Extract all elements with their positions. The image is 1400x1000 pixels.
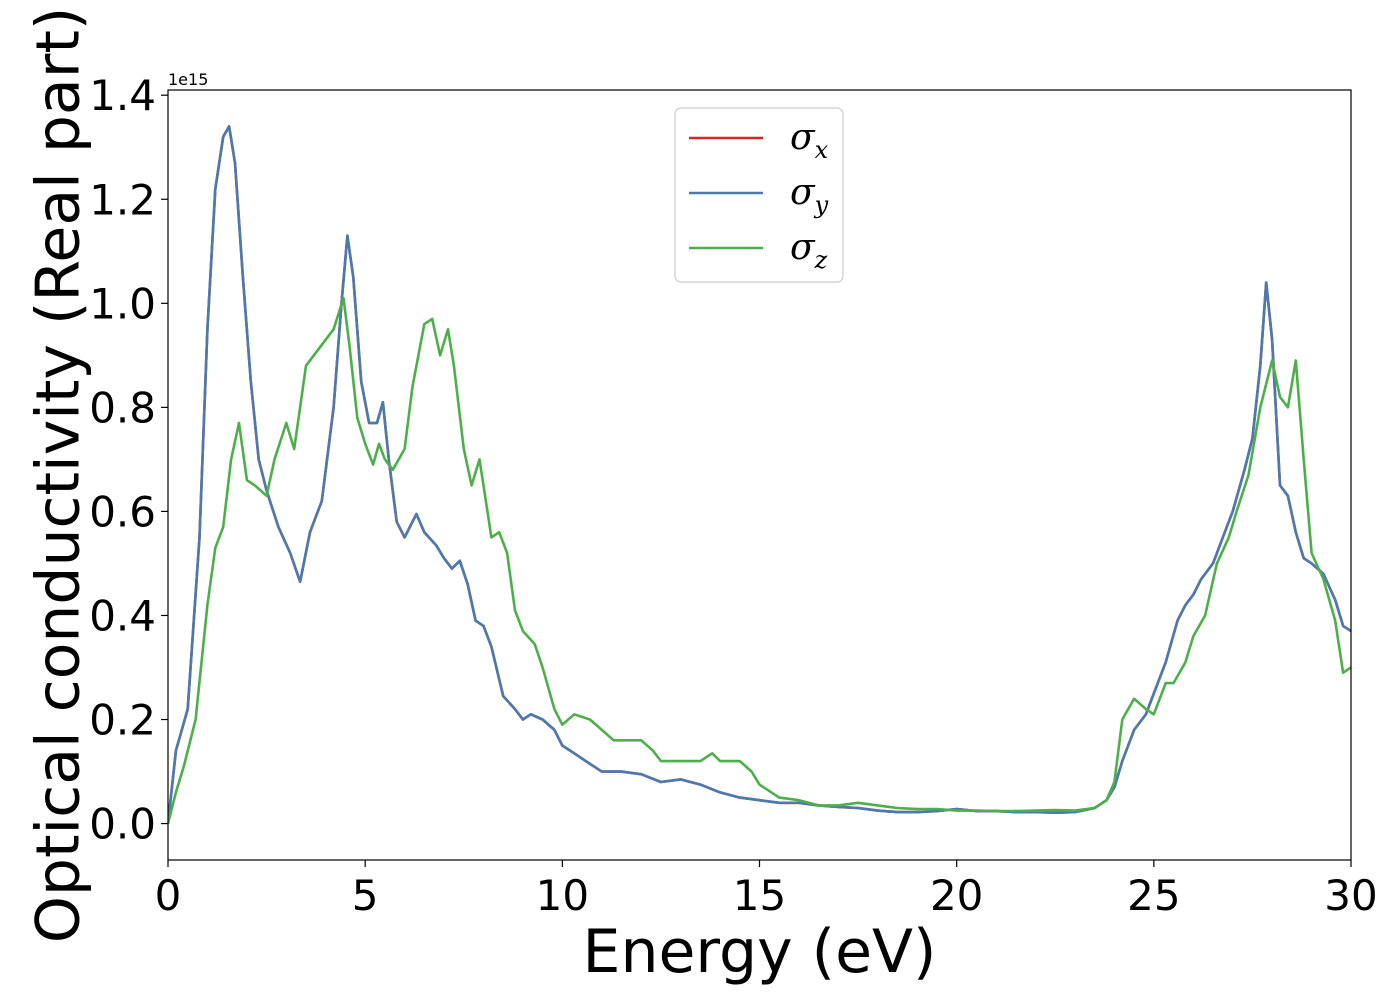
series-layer [168,125,1351,824]
legend-label-z: σz [790,227,828,274]
x-axis-label: Energy (eV) [583,917,937,987]
y-axis-label: Optical conductivity (Real part) [24,7,94,944]
y-tick-label: 1.2 [89,175,156,224]
x-tick-label: 25 [1127,871,1180,920]
y-offset-label: 1e15 [168,70,208,89]
x-tick-label: 20 [930,871,983,920]
x-tick-label: 0 [155,871,182,920]
legend: σx σy σz [674,107,844,283]
legend-box [674,107,844,283]
x-tick-label: 30 [1324,871,1377,920]
x-axis-ticks: 0 5 10 15 20 25 30 [155,860,1378,920]
y-tick-label: 0.4 [89,591,156,640]
x-tick-label: 15 [733,871,786,920]
y-tick-label: 1.4 [89,71,156,120]
series-line-y [168,125,1351,824]
x-tick-label: 5 [352,871,379,920]
series-line-z [168,296,1351,824]
legend-label-y: σy [790,172,829,219]
y-tick-label: 0.6 [89,487,156,536]
y-tick-label: 0.8 [89,383,156,432]
x-tick-label: 10 [536,871,589,920]
legend-label-x: σx [790,117,829,164]
y-axis-ticks: 0.0 0.2 0.4 0.6 0.8 1.0 1.2 1.4 [89,71,168,849]
y-tick-label: 1.0 [89,279,156,328]
y-tick-label: 0.0 [89,800,156,849]
y-tick-label: 0.2 [89,696,156,745]
